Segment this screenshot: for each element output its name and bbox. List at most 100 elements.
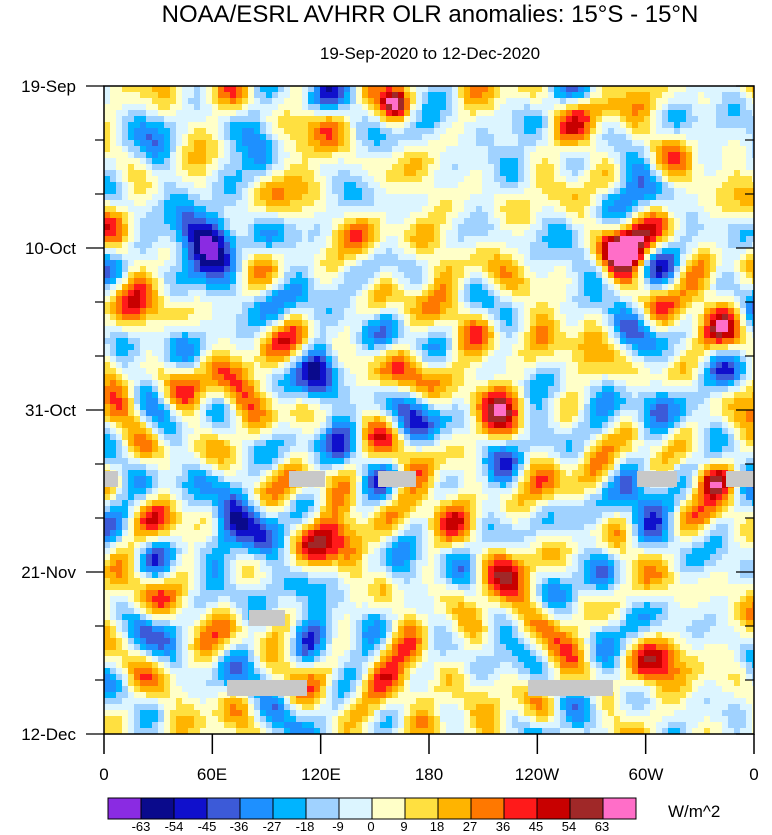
- anomaly-cell: [374, 356, 381, 363]
- anomaly-cell: [284, 266, 291, 273]
- anomaly-cell: [182, 200, 189, 207]
- anomaly-cell: [218, 98, 225, 105]
- anomaly-cell: [698, 320, 705, 327]
- anomaly-cell: [428, 128, 435, 135]
- anomaly-cell: [152, 224, 159, 231]
- anomaly-cell: [242, 302, 249, 309]
- anomaly-cell: [536, 104, 543, 111]
- anomaly-cell: [386, 104, 393, 111]
- anomaly-cell: [146, 200, 153, 207]
- anomaly-cell: [296, 134, 303, 141]
- anomaly-cell: [596, 200, 603, 207]
- anomaly-cell: [314, 200, 321, 207]
- anomaly-cell: [194, 272, 201, 279]
- anomaly-cell: [176, 242, 183, 249]
- anomaly-cell: [716, 308, 723, 315]
- anomaly-cell: [152, 188, 159, 195]
- anomaly-cell: [206, 242, 213, 249]
- anomaly-cell: [230, 230, 237, 237]
- anomaly-cell: [170, 338, 177, 345]
- anomaly-cell: [314, 314, 321, 321]
- anomaly-cell: [740, 260, 747, 267]
- anomaly-cell: [668, 272, 675, 279]
- anomaly-cell: [740, 140, 747, 147]
- anomaly-cell: [428, 290, 435, 297]
- anomaly-cell: [356, 356, 363, 363]
- anomaly-cell: [404, 188, 411, 195]
- anomaly-cell: [734, 236, 741, 243]
- anomaly-cell: [170, 266, 177, 273]
- anomaly-cell: [650, 182, 657, 189]
- anomaly-cell: [608, 104, 615, 111]
- anomaly-cell: [662, 350, 669, 357]
- anomaly-cell: [560, 140, 567, 147]
- anomaly-cell: [746, 272, 753, 279]
- anomaly-cell: [740, 152, 747, 159]
- anomaly-cell: [392, 320, 399, 327]
- anomaly-cell: [458, 344, 465, 351]
- anomaly-cell: [134, 230, 141, 237]
- anomaly-cell: [236, 230, 243, 237]
- anomaly-cell: [434, 176, 441, 183]
- anomaly-cell: [236, 344, 243, 351]
- anomaly-cell: [560, 224, 567, 231]
- anomaly-cell: [740, 158, 747, 165]
- anomaly-cell: [206, 236, 213, 243]
- anomaly-cell: [140, 254, 147, 261]
- anomaly-cell: [296, 266, 303, 273]
- anomaly-cell: [434, 116, 441, 123]
- anomaly-cell: [734, 128, 741, 135]
- anomaly-cell: [596, 194, 603, 201]
- anomaly-cell: [266, 344, 273, 351]
- anomaly-cell: [584, 272, 591, 279]
- anomaly-cell: [122, 164, 129, 171]
- anomaly-cell: [590, 338, 597, 345]
- anomaly-cell: [374, 134, 381, 141]
- anomaly-cell: [290, 110, 297, 117]
- anomaly-cell: [386, 110, 393, 117]
- anomaly-cell: [158, 182, 165, 189]
- anomaly-cell: [368, 242, 375, 249]
- anomaly-cell: [248, 326, 255, 333]
- anomaly-cell: [248, 212, 255, 219]
- anomaly-cell: [662, 266, 669, 273]
- anomaly-cell: [596, 164, 603, 171]
- anomaly-cell: [152, 170, 159, 177]
- anomaly-cell: [698, 236, 705, 243]
- anomaly-cell: [638, 200, 645, 207]
- anomaly-cell: [194, 116, 201, 123]
- anomaly-cell: [254, 266, 261, 273]
- anomaly-cell: [470, 242, 477, 249]
- anomaly-cell: [416, 86, 423, 93]
- anomaly-cell: [206, 194, 213, 201]
- anomaly-cell: [128, 230, 135, 237]
- anomaly-cell: [332, 218, 339, 225]
- anomaly-cell: [560, 128, 567, 135]
- anomaly-cell: [512, 158, 519, 165]
- anomaly-cell: [464, 290, 471, 297]
- anomaly-cell: [554, 206, 561, 213]
- anomaly-cell: [338, 296, 345, 303]
- anomaly-cell: [170, 302, 177, 309]
- anomaly-cell: [416, 356, 423, 363]
- anomaly-cell: [152, 326, 159, 333]
- anomaly-cell: [404, 260, 411, 267]
- anomaly-cell: [116, 338, 123, 345]
- anomaly-cell: [338, 98, 345, 105]
- anomaly-cell: [524, 182, 531, 189]
- anomaly-cell: [398, 170, 405, 177]
- anomaly-cell: [542, 146, 549, 153]
- anomaly-cell: [446, 248, 453, 255]
- anomaly-cell: [206, 176, 213, 183]
- anomaly-cell: [476, 236, 483, 243]
- anomaly-cell: [386, 140, 393, 147]
- anomaly-cell: [278, 158, 285, 165]
- anomaly-cell: [560, 332, 567, 339]
- anomaly-cell: [722, 350, 729, 357]
- anomaly-cell: [410, 116, 417, 123]
- anomaly-cell: [404, 104, 411, 111]
- anomaly-cell: [584, 218, 591, 225]
- anomaly-cell: [620, 122, 627, 129]
- anomaly-cell: [518, 278, 525, 285]
- anomaly-cell: [590, 170, 597, 177]
